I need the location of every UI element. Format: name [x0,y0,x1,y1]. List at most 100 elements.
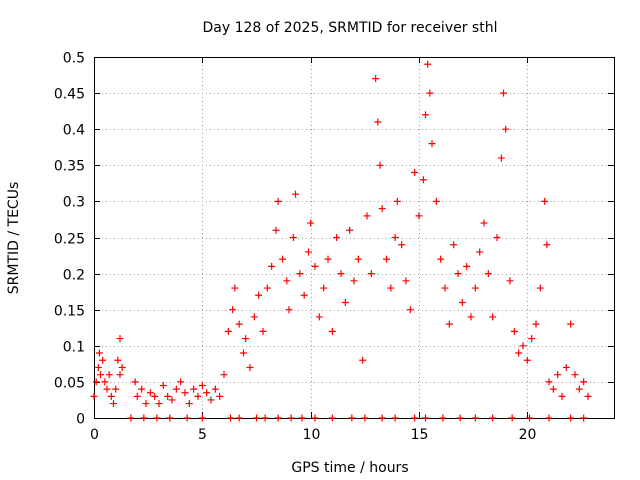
data-point [231,284,239,292]
data-point [261,414,269,422]
data-point [439,414,447,422]
data-point [348,414,356,422]
data-point [242,335,250,343]
data-point [510,327,518,335]
data-point [255,291,263,299]
data-point [142,400,150,408]
data-point [198,414,206,422]
data-point [311,262,319,270]
y-tick-label: 0.4 [63,123,85,139]
data-point [350,277,358,285]
data-point [198,382,206,390]
data-point [480,219,488,227]
data-point [118,363,126,371]
data-point [253,414,260,422]
data-point [489,414,497,422]
data-point [164,392,172,400]
data-point [580,414,588,422]
data-point [324,255,332,263]
data-point [549,385,557,393]
data-point [274,197,282,205]
data-point [94,363,102,371]
data-point [341,298,349,306]
data-point [484,270,492,278]
data-point [532,320,540,328]
data-point [422,111,429,119]
data-point [315,313,323,321]
data-point [562,363,570,371]
data-point [105,371,113,379]
data-point [298,414,306,422]
grid [94,57,614,418]
data-point [216,392,224,400]
x-axis-label: GPS time / hours [291,460,408,476]
data-point [127,414,135,422]
data-point [489,313,497,321]
data-point [584,392,592,400]
data-point [103,385,111,393]
data-point [567,320,575,328]
data-point [383,255,390,263]
data-point [575,385,583,393]
data-point [211,385,219,393]
data-point [172,385,180,393]
data-point [328,414,336,422]
data-point [305,248,312,256]
data-point [471,284,479,292]
data-point [97,371,104,379]
data-point [168,396,176,404]
data-point [378,414,386,422]
data-point [207,396,215,404]
data-point [235,414,243,422]
data-point [458,298,466,306]
data-point [519,342,527,350]
data-point [411,169,419,177]
data-point [90,392,98,400]
data-point [177,378,185,386]
x-tick-label: 5 [198,427,207,443]
data-point [402,277,410,285]
data-point [398,241,406,249]
axis-ticks: 0 0.05 0.1 0.15 0.2 0.25 0.3 0.35 0.4 0.45 0.5 0 5 10… [54,51,614,443]
data-point [450,241,458,249]
y-tick-label: 0.25 [54,232,85,248]
y-tick-label: 0.35 [54,159,85,175]
y-axis-label: SRMTID / TECUs [6,182,22,295]
data-point [508,414,516,422]
y-tick-label: 0.45 [54,87,85,103]
x-tick-label: 15 [411,427,429,443]
data-point [133,392,141,400]
data-point [99,356,107,364]
data-point [229,306,237,314]
x-tick-label: 0 [90,427,99,443]
data-point [374,118,382,126]
data-point [311,414,319,422]
data-point [378,205,386,213]
data-point [227,414,234,422]
data-point [422,414,429,422]
data-point [580,378,588,386]
data-point [328,327,336,335]
data-point [194,392,202,400]
data-point [411,414,419,422]
data-point [406,306,414,314]
data-point [456,414,464,422]
chart-title: Day 128 of 2025, SRMTID for receiver sth… [203,20,498,36]
data-point [337,270,345,278]
data-point [554,371,562,379]
data-point [235,320,243,328]
data-point [287,414,295,422]
data-point [101,378,109,386]
data-point [220,371,228,379]
data-point [558,392,566,400]
data-point [354,255,362,263]
data-point [346,226,354,234]
data-point [296,270,304,278]
data-point [536,284,544,292]
data-point [279,255,286,263]
data-point [428,140,436,148]
data-point [110,400,117,408]
y-tick-label: 0.1 [63,340,85,356]
data-point [240,349,247,357]
